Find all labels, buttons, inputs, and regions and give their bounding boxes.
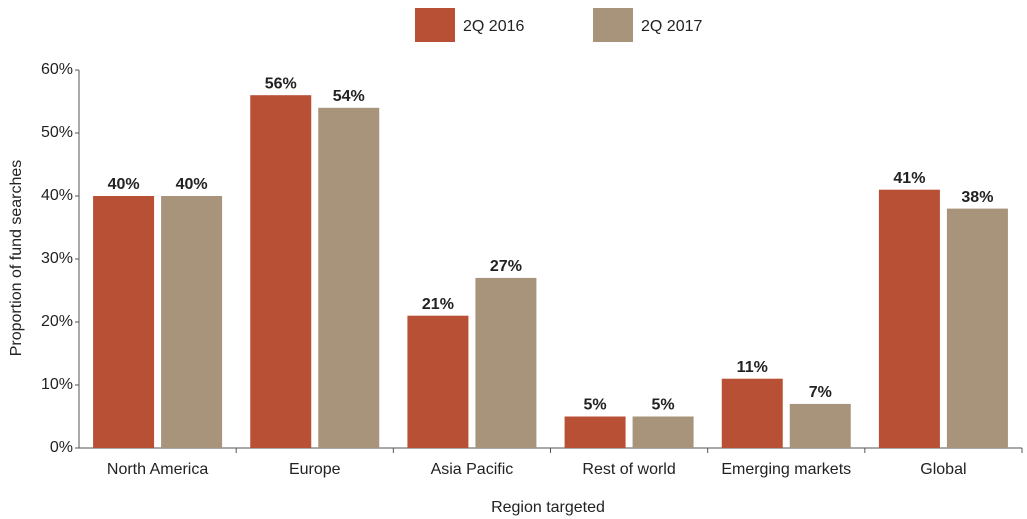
bar <box>93 196 155 448</box>
x-tick-label: North America <box>107 461 208 478</box>
value-label: 40% <box>176 176 208 193</box>
value-label: 11% <box>737 359 768 376</box>
y-tick-label: 0% <box>50 439 73 456</box>
y-axis-label: Proportion of fund searches <box>8 160 25 357</box>
bar <box>318 107 380 449</box>
y-tick-label: 60% <box>41 61 73 78</box>
value-label: 5% <box>652 397 675 414</box>
bar <box>878 189 940 448</box>
y-tick-label: 20% <box>41 313 73 330</box>
y-tick-label: 40% <box>41 187 73 204</box>
legend-swatch <box>415 8 455 42</box>
y-tick-label: 10% <box>41 376 73 393</box>
bar <box>250 95 312 448</box>
bar <box>946 208 1008 448</box>
x-tick-label: Global <box>920 461 966 478</box>
value-label: 41% <box>893 170 925 187</box>
x-tick-label: Rest of world <box>582 461 675 478</box>
bar <box>721 378 783 448</box>
value-label: 40% <box>108 176 140 193</box>
bar <box>564 416 626 448</box>
value-label: 27% <box>490 258 522 275</box>
bar <box>789 403 851 448</box>
value-label: 7% <box>809 384 832 401</box>
bar <box>632 416 694 448</box>
value-label: 5% <box>584 397 607 414</box>
x-tick-label: Asia Pacific <box>431 461 514 478</box>
bar <box>161 196 223 448</box>
legend-label: 2Q 2017 <box>641 18 702 35</box>
value-label: 56% <box>265 75 297 92</box>
bar <box>407 315 469 448</box>
legend-swatch <box>593 8 633 42</box>
y-tick-label: 50% <box>41 124 73 141</box>
x-tick-label: Emerging markets <box>721 461 851 478</box>
x-axis-label: Region targeted <box>491 499 605 516</box>
y-tick-label: 30% <box>41 250 73 267</box>
value-label: 54% <box>333 88 365 105</box>
x-tick-label: Europe <box>289 461 341 478</box>
legend-label: 2Q 2016 <box>463 18 524 35</box>
bar <box>475 277 537 448</box>
value-label: 21% <box>422 296 454 313</box>
value-label: 38% <box>961 189 993 206</box>
